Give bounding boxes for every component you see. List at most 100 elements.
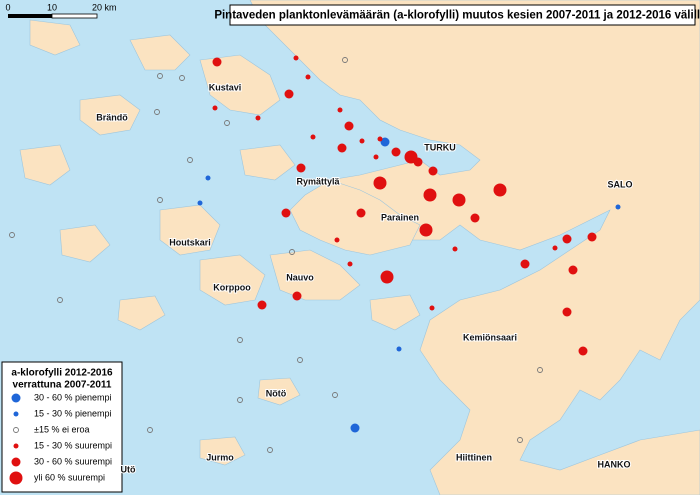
land (19, 0, 700, 496)
title-box (229, 4, 696, 26)
site-marker (147, 427, 153, 433)
place-label: Kemiönsaari (463, 332, 517, 342)
site-marker (179, 75, 185, 81)
site-marker (57, 297, 63, 303)
site-marker (157, 197, 163, 203)
scale-label: 0 (5, 2, 10, 12)
legend-title: a-klorofylli 2012-2016 (11, 368, 113, 379)
legend-label: yli 60 % suurempi (34, 472, 105, 482)
site-marker (205, 175, 211, 181)
site-marker (197, 200, 203, 206)
place-label: Brändö (96, 112, 128, 122)
site-marker (157, 73, 163, 79)
site-marker (332, 392, 338, 398)
site-marker (562, 307, 572, 317)
place-label: Parainen (381, 212, 419, 222)
site-marker (154, 109, 160, 115)
site-marker (350, 423, 360, 433)
site-marker (296, 163, 306, 173)
place-label: SALO (607, 179, 632, 189)
legend-symbol (13, 427, 19, 433)
legend-label: 30 - 60 % pienempi (34, 392, 112, 402)
site-marker (212, 57, 222, 67)
site-marker (615, 204, 621, 210)
place-label: TURKU (424, 142, 456, 152)
site-marker (517, 437, 523, 443)
legend-label: ±15 % ei eroa (34, 424, 89, 434)
place-label: Utö (121, 464, 136, 474)
legend-box (1, 361, 123, 493)
legend-title: verrattuna 2007-2011 (13, 380, 112, 391)
legend-label: 15 - 30 % pienempi (34, 408, 112, 418)
place-label: Nötö (266, 388, 287, 398)
site-marker (377, 136, 383, 142)
site-marker (356, 208, 366, 218)
place-label: Houtskari (169, 237, 211, 247)
site-marker (578, 346, 588, 356)
site-marker (187, 157, 193, 163)
site-marker (396, 346, 402, 352)
scale-bar: 0 10 20 km (5, 2, 117, 19)
site-marker (380, 137, 390, 147)
site-marker (419, 223, 433, 237)
site-marker (334, 237, 340, 243)
legend-symbol (13, 443, 19, 449)
site-marker (452, 246, 458, 252)
site-marker (429, 305, 435, 311)
site-marker (237, 397, 243, 403)
site-marker (562, 234, 572, 244)
title: Pintaveden planktonlevämäärän (a-klorofy… (214, 10, 700, 22)
site-marker (297, 357, 303, 363)
legend-symbol (13, 411, 19, 417)
site-marker (255, 115, 261, 121)
site-marker (373, 176, 387, 190)
site-marker (493, 183, 507, 197)
site-marker (284, 89, 294, 99)
site-marker (428, 166, 438, 176)
site-marker (237, 337, 243, 343)
sites (9, 55, 621, 463)
site-marker (267, 447, 273, 453)
legend-symbol (9, 471, 23, 485)
site-marker (347, 261, 353, 267)
site-marker (293, 55, 299, 61)
legend-label: 30 - 60 % suurempi (34, 456, 112, 466)
place-label: Hiittinen (456, 452, 492, 462)
site-marker (292, 291, 302, 301)
site-marker (391, 147, 401, 157)
site-marker (257, 300, 267, 310)
place-label: Kustavi (209, 82, 242, 92)
site-marker (212, 105, 218, 111)
site-marker (452, 193, 466, 207)
site-marker (470, 213, 480, 223)
scale-label: 20 km (92, 2, 117, 12)
legend-label: 15 - 30 % suurempi (34, 440, 112, 450)
site-marker (342, 57, 348, 63)
site-marker (337, 107, 343, 113)
site-marker (289, 249, 295, 255)
site-marker (359, 138, 365, 144)
legend-symbol (11, 393, 21, 403)
place-label: Nauvo (286, 272, 314, 282)
scale-label: 10 (47, 2, 57, 12)
legend-symbol (11, 457, 21, 467)
scale-segment (51, 13, 98, 19)
scale-segment (8, 14, 52, 18)
site-marker (404, 150, 418, 164)
site-marker (587, 232, 597, 242)
site-marker (281, 208, 291, 218)
site-marker (305, 74, 311, 80)
site-marker (552, 245, 558, 251)
site-marker (537, 367, 543, 373)
site-marker (520, 259, 530, 269)
place-label: Rymättylä (296, 176, 340, 186)
site-marker (380, 270, 394, 284)
site-marker (344, 121, 354, 131)
site-marker (9, 232, 15, 238)
site-marker (568, 265, 578, 275)
site-marker (224, 120, 230, 126)
place-label: HANKO (598, 459, 631, 469)
site-marker (423, 188, 437, 202)
place-label: Korppoo (213, 282, 251, 292)
